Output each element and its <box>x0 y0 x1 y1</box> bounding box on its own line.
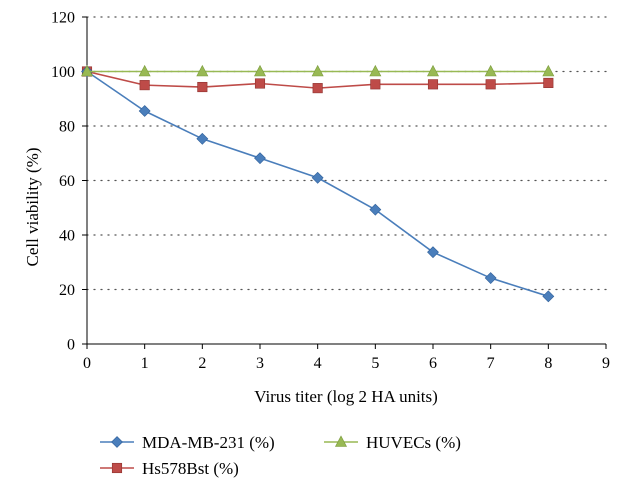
series-2-point-5 <box>369 64 382 77</box>
x-axis-title: Virus titer (log 2 HA units) <box>254 387 438 406</box>
series-2-point-7 <box>484 64 497 77</box>
series-0-point-6 <box>427 246 439 259</box>
y-tick-label-60: 60 <box>59 173 75 190</box>
series-1-point-1 <box>139 80 150 91</box>
x-tick-label-2: 2 <box>198 355 206 372</box>
series-layer <box>81 64 555 303</box>
y-tick-label-20: 20 <box>59 282 75 299</box>
gridlines <box>86 16 607 291</box>
legend-label-0: MDA-MB-231 (%) <box>142 433 275 452</box>
series-1-point-4 <box>312 83 323 94</box>
y-tick-label-40: 40 <box>59 228 75 245</box>
y-tick-label-100: 100 <box>51 64 75 81</box>
series-1-point-3 <box>254 78 266 89</box>
series-2-point-1 <box>138 64 151 77</box>
legend: MDA-MB-231 (%) Hs578Bst (%) HUVECs (%) <box>100 433 461 478</box>
series-2-point-0 <box>81 64 93 77</box>
y-tick-label-120: 120 <box>51 10 75 27</box>
series-1-point-2 <box>197 81 208 93</box>
series-2-point-6 <box>427 64 439 77</box>
series-0-point-7 <box>484 272 497 284</box>
series-2-point-3 <box>254 64 266 77</box>
series-0 <box>81 65 555 303</box>
series-1-point-5 <box>370 79 381 90</box>
series-1-point-8 <box>543 77 554 88</box>
series-0-point-3 <box>254 152 266 165</box>
legend-swatch-marker-2 <box>335 435 347 447</box>
x-tick-label-8: 8 <box>544 355 552 372</box>
x-tick-label-9: 9 <box>602 355 610 372</box>
series-1-point-6 <box>427 79 439 90</box>
x-tick-label-0: 0 <box>83 355 91 372</box>
legend-item-2: HUVECs (%) <box>324 433 461 452</box>
legend-swatch-marker-0 <box>111 436 123 448</box>
legend-label-2: HUVECs (%) <box>366 433 461 452</box>
y-tick-label-0: 0 <box>67 337 75 354</box>
series-0-point-4 <box>311 171 324 184</box>
legend-swatch-marker-1 <box>111 462 123 474</box>
series-2-point-4 <box>311 64 324 77</box>
axes <box>82 16 607 349</box>
x-tick-label-5: 5 <box>371 355 379 372</box>
series-0-point-8 <box>542 290 555 303</box>
x-tick-label-1: 1 <box>141 355 149 372</box>
legend-label-1: Hs578Bst (%) <box>142 459 239 478</box>
series-0-point-2 <box>196 132 209 145</box>
series-1-point-7 <box>485 79 496 90</box>
legend-item-0: MDA-MB-231 (%) <box>100 433 275 452</box>
x-tick-label-4: 4 <box>314 355 322 372</box>
x-tick-label-3: 3 <box>256 355 264 372</box>
series-2-point-2 <box>196 64 209 77</box>
legend-item-1: Hs578Bst (%) <box>100 459 239 478</box>
series-2-point-8 <box>542 64 555 77</box>
tick-labels: 0 20 40 60 80 100 120 0 1 2 3 4 5 6 7 8 9 <box>51 10 610 373</box>
y-tick-label-80: 80 <box>59 119 75 136</box>
series-0-point-5 <box>369 203 382 216</box>
series-2 <box>81 64 555 77</box>
y-axis-title: Cell viability (%) <box>23 148 42 267</box>
x-tick-label-6: 6 <box>429 355 437 372</box>
series-line-0 <box>86 70 549 298</box>
series-0-point-1 <box>138 105 151 117</box>
x-tick-label-7: 7 <box>487 355 495 372</box>
